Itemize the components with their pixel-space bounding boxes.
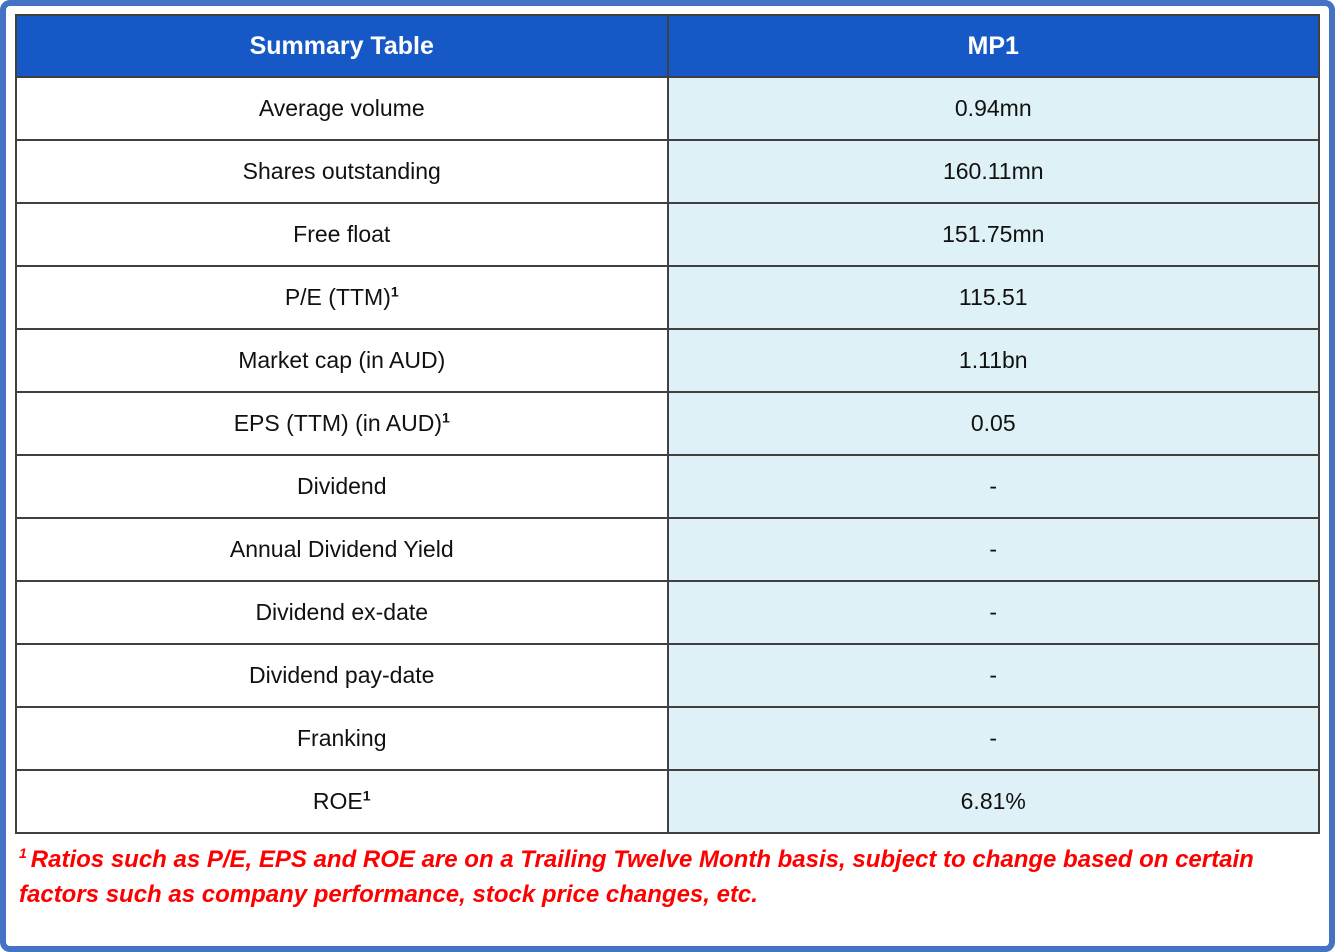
footnote: 1 Ratios such as P/E, EPS and ROE are on … xyxy=(15,834,1320,940)
table-body: Average volume 0.94mn Shares outstanding 16… xyxy=(15,76,1320,834)
metric-label-cell: P/E (TTM)1 xyxy=(15,265,669,330)
table-row: Market cap (in AUD) 1.11bn xyxy=(15,328,1320,393)
header-summary-table: Summary Table xyxy=(15,14,669,78)
metric-value-cell: 151.75mn xyxy=(666,202,1320,267)
metric-label-cell: Dividend ex-date xyxy=(15,580,669,645)
metric-value-cell: 0.94mn xyxy=(666,76,1320,141)
table-row: P/E (TTM)1 115.51 xyxy=(15,265,1320,330)
metric-value: 6.81% xyxy=(960,788,1026,814)
metric-value: 115.51 xyxy=(958,284,1028,310)
summary-table: Summary Table MP1 Average volume 0.94mn Sh… xyxy=(15,14,1320,834)
metric-value-cell: - xyxy=(666,517,1320,582)
metric-value-cell: 160.11mn xyxy=(666,139,1320,204)
metric-value: - xyxy=(989,536,998,562)
metric-value: - xyxy=(989,725,998,751)
metric-value-cell: - xyxy=(666,643,1320,708)
metric-value-cell: 6.81% xyxy=(666,769,1320,834)
metric-value-cell: 0.05 xyxy=(666,391,1320,456)
metric-label: Shares outstanding xyxy=(242,158,441,184)
metric-footnote-superscript: 1 xyxy=(390,283,399,300)
metric-footnote-superscript: 1 xyxy=(441,409,450,426)
header-row: Summary Table MP1 xyxy=(15,14,1320,78)
footnote-text: 1 Ratios such as P/E, EPS and ROE are on … xyxy=(19,843,1316,913)
metric-label: Dividend xyxy=(297,473,387,499)
metric-value: - xyxy=(989,599,998,625)
metric-label: Market cap (in AUD) xyxy=(238,347,446,373)
table-row: Shares outstanding 160.11mn xyxy=(15,139,1320,204)
metric-label-cell: Average volume xyxy=(15,76,669,141)
metric-label-cell: Market cap (in AUD) xyxy=(15,328,669,393)
metric-label: Free float xyxy=(293,221,391,247)
table-row: ROE1 6.81% xyxy=(15,769,1320,834)
metric-label-cell: ROE1 xyxy=(15,769,669,834)
metric-label-cell: Shares outstanding xyxy=(15,139,669,204)
table-row: Average volume 0.94mn xyxy=(15,76,1320,141)
table-row: Dividend pay-date - xyxy=(15,643,1320,708)
metric-label: Average volume xyxy=(258,95,425,121)
metric-label-cell: Dividend pay-date xyxy=(15,643,669,708)
table-row: Franking - xyxy=(15,706,1320,771)
table-row: Dividend - xyxy=(15,454,1320,519)
footnote-body: Ratios such as P/E, EPS and ROE are on a… xyxy=(19,846,1254,908)
metric-value: 151.75mn xyxy=(942,221,1045,247)
header-ticker: MP1 xyxy=(666,14,1320,78)
metric-label-cell: Franking xyxy=(15,706,669,771)
table-row: EPS (TTM) (in AUD)1 0.05 xyxy=(15,391,1320,456)
metric-footnote-superscript: 1 xyxy=(362,787,371,804)
metric-label: ROE xyxy=(312,788,363,814)
metric-label-cell: Free float xyxy=(15,202,669,267)
metric-value-cell: - xyxy=(666,706,1320,771)
table-row: Free float 151.75mn xyxy=(15,202,1320,267)
metric-label: EPS (TTM) (in AUD) xyxy=(233,410,442,436)
metric-value-cell: 115.51 xyxy=(666,265,1320,330)
footnote-superscript: 1 xyxy=(19,845,27,861)
metric-value: 160.11mn xyxy=(942,158,1044,184)
metric-label: Dividend pay-date xyxy=(249,662,435,688)
metric-label: Franking xyxy=(297,725,387,751)
table-row: Dividend ex-date - xyxy=(15,580,1320,645)
metric-value-cell: - xyxy=(666,454,1320,519)
metric-value-cell: - xyxy=(666,580,1320,645)
table-row: Annual Dividend Yield - xyxy=(15,517,1320,582)
metric-value: 0.05 xyxy=(970,410,1016,436)
metric-value: 0.94mn xyxy=(954,95,1032,121)
metric-label-cell: EPS (TTM) (in AUD)1 xyxy=(15,391,669,456)
metric-label-cell: Annual Dividend Yield xyxy=(15,517,669,582)
metric-label: Dividend ex-date xyxy=(255,599,429,625)
metric-label: Annual Dividend Yield xyxy=(229,536,454,562)
metric-value: - xyxy=(989,662,998,688)
metric-value-cell: 1.11bn xyxy=(666,328,1320,393)
metric-value: 1.11bn xyxy=(958,347,1028,373)
metric-label: P/E (TTM) xyxy=(284,284,391,310)
metric-value: - xyxy=(989,473,998,499)
metric-label-cell: Dividend xyxy=(15,454,669,519)
